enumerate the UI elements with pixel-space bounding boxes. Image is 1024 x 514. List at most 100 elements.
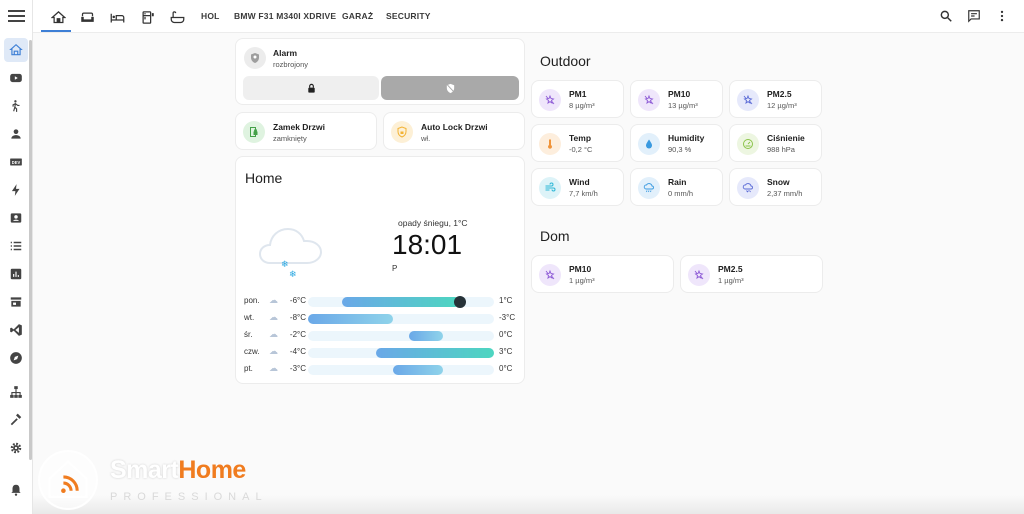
forecast-high: 3°C [499,347,513,356]
forecast-low: -3°C [289,364,306,373]
outdoor-sensor-value: 90,3 % [668,145,692,154]
menu-icon[interactable] [8,8,25,24]
tab-garage[interactable]: GARAŻ [342,11,374,21]
more-vert-icon[interactable] [993,7,1011,25]
tab-bmw[interactable]: BMW F31 M340I XDRIVE [234,11,337,21]
outdoor-sensor-name: PM1 [569,89,587,99]
energy-icon[interactable] [4,178,28,202]
forecast-day: pon. [244,296,260,305]
person-icon[interactable] [4,122,28,146]
alarm-name: Alarm [273,48,298,58]
lock-icon [307,83,315,93]
outdoor-sensor-tile[interactable]: Snow 2,37 mm/h [729,168,822,206]
outdoor-sensor-tile[interactable]: Humidity 90,3 % [630,124,723,162]
outdoor-sensor-tile[interactable]: Rain 0 mm/h [630,168,723,206]
forecast-temp-track [308,296,494,308]
watermark-title: SmartHome [110,456,246,484]
outdoor-sensor-tile[interactable]: PM10 13 µg/m³ [630,80,723,118]
wind-direction: P [392,264,398,273]
fridge-icon [142,10,154,24]
outdoor-sensor-tile[interactable]: PM2.5 12 µg/m³ [729,80,822,118]
forecast-row: pon. ☁ -6°C 1°C [244,294,524,308]
dom-sensor-name: PM2.5 [718,264,743,274]
forecast-temp-track [308,348,494,358]
sofa-icon [80,12,94,22]
forecast-row: czw. ☁ -4°C 3°C [244,345,524,359]
forecast-cloud-icon: ☁ [269,363,278,373]
outdoor-sensor-value: 988 hPa [767,145,795,154]
arm-button[interactable] [243,76,379,100]
forecast-temp-track [308,314,494,324]
store-icon[interactable] [4,290,28,314]
forecast-low: -4°C [289,347,306,356]
list-icon[interactable] [4,234,28,258]
svg-text:❄: ❄ [281,260,289,270]
dom-sensor-name: PM10 [569,264,592,274]
chart-icon[interactable] [4,262,28,286]
bell-icon[interactable] [4,478,28,502]
autolock-name: Auto Lock Drzwi [421,122,488,132]
disarm-button[interactable] [381,76,519,100]
outdoor-sensor-tile[interactable]: PM1 8 µg/m³ [531,80,624,118]
tab-bedroom[interactable] [107,7,127,27]
outdoor-sensor-tile[interactable]: Temp -0,2 °C [531,124,624,162]
sidebar: DEV [0,0,33,514]
shield-off-icon [446,83,455,93]
lock-card[interactable]: Zamek Drzwi zamknięty [235,112,377,150]
thermometer-icon [539,133,561,155]
contact-card-icon[interactable] [4,206,28,230]
forecast-row: śr. ☁ -2°C 0°C [244,328,524,342]
lock-state: zamknięty [273,134,307,143]
dom-sensor-tile[interactable]: PM2.5 1 µg/m³ [680,255,823,293]
tab-bathroom[interactable] [167,7,187,27]
outdoor-sensor-value: 8 µg/m³ [569,101,595,110]
top-bar: HOL BMW F31 M340I XDRIVE GARAŻ SECURITY [33,0,1024,33]
forecast-row: wt. ☁ -8°C -3°C [244,311,524,325]
forecast-high: 0°C [499,364,513,373]
autolock-card[interactable]: Auto Lock Drzwi wł. [383,112,525,150]
overview-icon[interactable] [4,38,28,62]
tab-hol[interactable]: HOL [201,11,220,21]
svg-text:DEV: DEV [12,160,21,165]
tab-living-room[interactable] [77,7,97,27]
bottom-fade [33,495,1024,514]
forecast-cloud-icon: ☁ [269,346,278,356]
tab-kitchen[interactable] [137,7,157,27]
weather-condition: opady śniegu, 1°C [398,218,468,228]
assist-chat-icon[interactable] [965,7,983,25]
outdoor-sensor-name: PM10 [668,89,691,99]
molecule-icon [539,264,561,286]
active-tab-indicator [41,30,71,32]
outdoor-sensor-value: 12 µg/m³ [767,101,797,110]
shield-icon [244,47,266,69]
forecast-day: śr. [244,330,253,339]
search-icon[interactable] [937,7,955,25]
motion-icon[interactable] [4,94,28,118]
tab-home[interactable] [48,7,68,27]
lock-name: Zamek Drzwi [273,122,325,132]
sidebar-scrollbar[interactable] [29,40,32,460]
outdoor-sensor-tile[interactable]: Ciśnienie 988 hPa [729,124,822,162]
forecast-temp-bar [392,365,444,375]
vscode-icon[interactable] [4,318,28,342]
gear-icon[interactable] [4,436,28,460]
compass-icon[interactable] [4,346,28,370]
forecast-cloud-icon: ☁ [269,329,278,339]
alarm-card[interactable]: Alarm rozbrojony [235,38,525,105]
tab-security[interactable]: SECURITY [386,11,431,21]
gauge-icon [737,133,759,155]
weather-card[interactable]: Home ❄ ❄ opady śniegu, 1°C 18:01 P pon. ☁… [235,156,525,384]
forecast-day: wt. [244,313,255,322]
network-icon[interactable] [4,380,28,404]
youtube-icon[interactable] [4,66,28,90]
snow-cloud-icon: ❄ ❄ [258,227,323,279]
forecast-temp-bar [308,314,393,324]
hammer-icon[interactable] [4,408,28,432]
dev-icon[interactable]: DEV [4,150,28,174]
molecule-icon [737,89,759,111]
outdoor-sensor-value: 7,7 km/h [569,189,598,198]
forecast-row: pt. ☁ -3°C 0°C [244,362,524,376]
water-drop-icon [638,133,660,155]
dom-sensor-tile[interactable]: PM10 1 µg/m³ [531,255,674,293]
outdoor-sensor-tile[interactable]: Wind 7,7 km/h [531,168,624,206]
